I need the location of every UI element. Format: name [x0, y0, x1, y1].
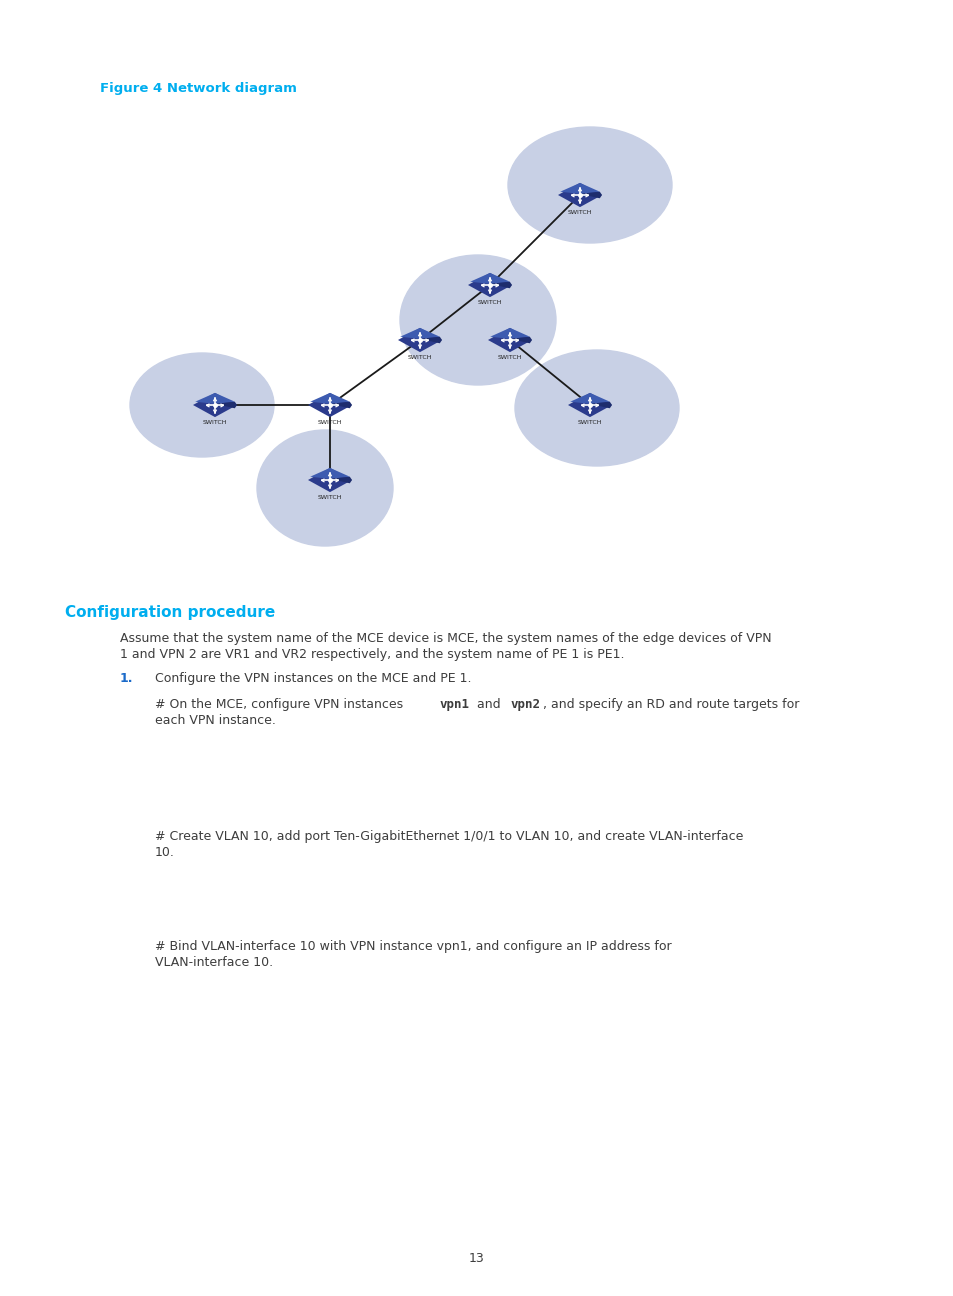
- Text: SWITCH: SWITCH: [567, 210, 592, 215]
- Text: # Create VLAN 10, add port Ten-GigabitEthernet 1/0/1 to VLAN 10, and create VLAN: # Create VLAN 10, add port Ten-GigabitEt…: [154, 829, 742, 842]
- Polygon shape: [214, 402, 236, 408]
- Polygon shape: [397, 328, 441, 353]
- Polygon shape: [330, 477, 352, 483]
- Text: Configure the VPN instances on the MCE and PE 1.: Configure the VPN instances on the MCE a…: [154, 673, 471, 686]
- Text: SWITCH: SWITCH: [203, 420, 227, 425]
- Text: VLAN-interface 10.: VLAN-interface 10.: [154, 956, 273, 969]
- Polygon shape: [310, 468, 350, 480]
- Polygon shape: [193, 393, 236, 417]
- Text: Figure 4 Network diagram: Figure 4 Network diagram: [100, 82, 296, 95]
- Text: SWITCH: SWITCH: [477, 301, 501, 306]
- Text: each VPN instance.: each VPN instance.: [154, 714, 275, 727]
- Text: SWITCH: SWITCH: [407, 355, 432, 360]
- Text: , and specify an RD and route targets for: , and specify an RD and route targets fo…: [543, 699, 799, 712]
- Polygon shape: [559, 183, 599, 194]
- Text: # Bind VLAN-interface 10 with VPN instance vpn1, and configure an IP address for: # Bind VLAN-interface 10 with VPN instan…: [154, 940, 671, 953]
- Polygon shape: [330, 402, 352, 408]
- Ellipse shape: [256, 430, 393, 546]
- Ellipse shape: [507, 127, 671, 244]
- Polygon shape: [468, 273, 512, 297]
- Ellipse shape: [130, 353, 274, 457]
- Ellipse shape: [515, 350, 679, 467]
- Text: Configuration procedure: Configuration procedure: [65, 605, 275, 619]
- Polygon shape: [195, 393, 234, 404]
- Polygon shape: [419, 337, 441, 343]
- Polygon shape: [488, 328, 532, 353]
- Text: SWITCH: SWITCH: [317, 420, 342, 425]
- Polygon shape: [470, 273, 509, 284]
- Text: SWITCH: SWITCH: [317, 495, 342, 500]
- Text: SWITCH: SWITCH: [578, 420, 601, 425]
- Text: # On the MCE, configure VPN instances: # On the MCE, configure VPN instances: [154, 699, 407, 712]
- Text: vpn2: vpn2: [510, 699, 540, 712]
- Polygon shape: [490, 281, 512, 288]
- Polygon shape: [570, 393, 609, 404]
- Polygon shape: [399, 328, 439, 338]
- Text: 1 and VPN 2 are VR1 and VR2 respectively, and the system name of PE 1 is PE1.: 1 and VPN 2 are VR1 and VR2 respectively…: [120, 648, 624, 661]
- Polygon shape: [310, 393, 350, 404]
- Polygon shape: [579, 192, 601, 198]
- Polygon shape: [308, 468, 352, 492]
- Text: 10.: 10.: [154, 846, 174, 859]
- Text: 1.: 1.: [120, 673, 133, 686]
- Polygon shape: [567, 393, 612, 417]
- Text: vpn1: vpn1: [439, 699, 470, 712]
- Ellipse shape: [399, 255, 556, 385]
- Polygon shape: [308, 393, 352, 417]
- Text: SWITCH: SWITCH: [497, 355, 521, 360]
- Text: Assume that the system name of the MCE device is MCE, the system names of the ed: Assume that the system name of the MCE d…: [120, 632, 771, 645]
- Polygon shape: [490, 328, 529, 338]
- Polygon shape: [558, 183, 601, 207]
- Polygon shape: [589, 402, 612, 408]
- Text: 13: 13: [469, 1252, 484, 1265]
- Polygon shape: [510, 337, 532, 343]
- Text: and: and: [473, 699, 504, 712]
